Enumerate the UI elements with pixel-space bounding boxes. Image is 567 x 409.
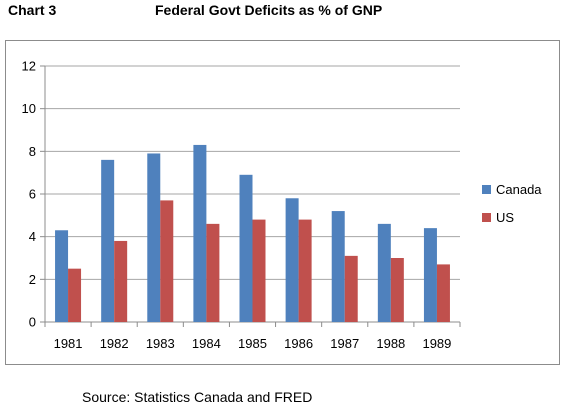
x-tick-label: 1988 [376, 336, 405, 351]
x-tick-label: 1984 [192, 336, 221, 351]
bar-us-1989 [436, 264, 450, 322]
bar-canada-1985 [239, 174, 253, 322]
chart-title: Federal Govt Deficits as % of GNP [155, 2, 383, 18]
y-tick-label: 4 [29, 229, 36, 244]
x-tick-label: 1981 [54, 336, 83, 351]
bar-us-1981 [68, 268, 82, 322]
y-tick-label: 0 [29, 315, 36, 330]
bar-us-1988 [390, 258, 404, 322]
legend-label-canada: Canada [496, 182, 542, 197]
x-tick-label: 1983 [146, 336, 175, 351]
legend-swatch-us [482, 213, 491, 222]
x-tick-label: 1982 [100, 336, 129, 351]
y-tick-label: 2 [29, 272, 36, 287]
legend-label-us: US [496, 210, 514, 225]
source-note: Source: Statistics Canada and FRED [82, 389, 313, 405]
legend-swatch-canada [482, 185, 491, 194]
bar-us-1986 [298, 219, 312, 322]
bar-us-1985 [252, 219, 266, 322]
bar-us-1984 [206, 223, 220, 322]
y-tick-label: 8 [29, 144, 36, 159]
bar-canada-1989 [423, 228, 437, 322]
bar-canada-1983 [147, 153, 161, 322]
x-tick-label: 1985 [238, 336, 267, 351]
chart-label: Chart 3 [8, 2, 57, 18]
y-tick-label: 10 [22, 101, 36, 116]
bar-us-1987 [344, 255, 358, 322]
bar-canada-1986 [285, 198, 299, 322]
bar-canada-1987 [331, 211, 345, 322]
bar-us-1983 [160, 200, 174, 322]
y-tick-label: 6 [29, 187, 36, 202]
bar-canada-1988 [377, 223, 391, 322]
y-tick-label: 12 [22, 59, 36, 74]
x-tick-label: 1989 [422, 336, 451, 351]
chart-frame [5, 40, 560, 365]
bar-us-1982 [114, 240, 128, 322]
x-tick-label: 1987 [330, 336, 359, 351]
bar-canada-1982 [101, 159, 115, 322]
bar-canada-1981 [55, 230, 69, 322]
x-tick-label: 1986 [284, 336, 313, 351]
bar-canada-1984 [193, 144, 207, 322]
